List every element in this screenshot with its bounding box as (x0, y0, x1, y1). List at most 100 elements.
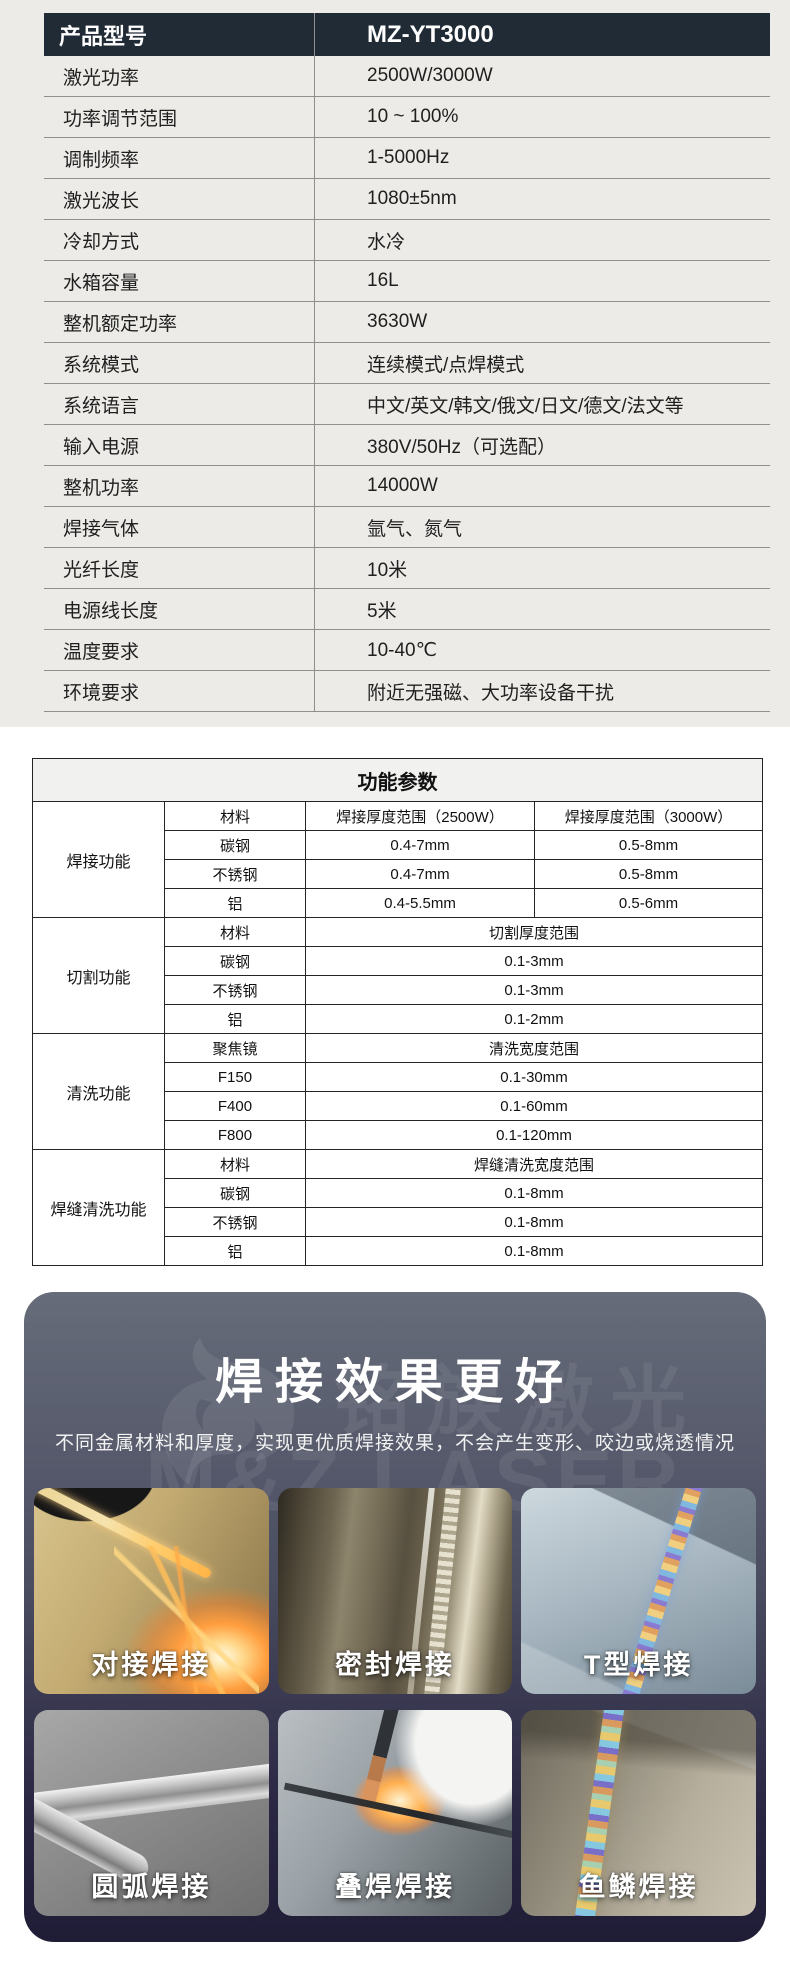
function-parameters-table: 功能参数 焊接功能 材料 焊接厚度范围（2500W） 焊接厚度范围（3000W） 碳钢… (32, 758, 763, 1266)
func-cell: F800 (164, 1120, 306, 1150)
func-cell: 不锈钢 (164, 859, 306, 889)
func-cell: 碳钢 (164, 1178, 306, 1208)
spec-label: 整机额定功率 (44, 302, 315, 342)
spec-label: 整机功率 (44, 466, 315, 506)
func-cell: 0.1-60mm (305, 1091, 763, 1121)
func-cell: 0.1-3mm (305, 946, 763, 976)
spec-value: 5米 (367, 600, 397, 622)
func-table-title: 功能参数 (32, 758, 763, 802)
spec-label: 温度要求 (44, 630, 315, 670)
spec-label: 电源线长度 (44, 589, 315, 629)
spec-value: 14000W (367, 475, 438, 496)
func-title-row: 功能参数 (32, 758, 763, 802)
func-cell: F150 (164, 1062, 306, 1092)
func-row: F150 0.1-30mm (33, 1062, 763, 1092)
product-model-value: MZ-YT3000 (367, 20, 494, 48)
func-category-cutting: 切割功能 (32, 917, 165, 1034)
func-cell: 0.1-120mm (305, 1120, 763, 1150)
spec-value: 中文/英文/韩文/俄文/日文/德文/法文等 (367, 395, 684, 417)
spec-value: 附近无强磁、大功率设备干扰 (367, 682, 615, 704)
gallery-item-lap-weld: 叠焊焊接 (277, 1710, 513, 1916)
func-category-seam-cleaning: 焊缝清洗功能 (32, 1149, 165, 1266)
spec-row-temperature: 温度要求 10-40℃ (44, 630, 770, 671)
spec-label: 水箱容量 (44, 261, 315, 301)
func-category-cleaning: 清洗功能 (32, 1033, 165, 1150)
func-cell: 焊缝清洗宽度范围 (305, 1149, 763, 1179)
gallery-item-seal-weld: 密封焊接 (277, 1488, 513, 1694)
func-cell: 清洗宽度范围 (305, 1033, 763, 1063)
spec-table: 产品型号 MZ-YT3000 激光功率 2500W/3000W 功率调节范围 10 … (44, 13, 770, 712)
spec-label: 光纤长度 (44, 548, 315, 588)
func-cell: 碳钢 (164, 946, 306, 976)
spec-value: 16L (367, 270, 399, 291)
spec-value: 10米 (367, 559, 408, 581)
spec-label: 焊接气体 (44, 507, 315, 547)
gallery-item-arc-weld: 圆弧焊接 (34, 1710, 269, 1916)
spec-row-input-power: 输入电源 380V/50Hz（可选配） (44, 425, 770, 466)
spec-header-label: 产品型号 (44, 13, 315, 56)
photo-label: 对接焊接 (91, 1650, 212, 1680)
butt-weld-photo (34, 1488, 269, 1694)
func-cell: 切割厚度范围 (305, 917, 763, 947)
func-cell: 焊接厚度范围（3000W） (534, 801, 763, 831)
func-row: 铝 0.1-2mm (33, 1004, 763, 1034)
func-category-welding: 焊接功能 (32, 801, 165, 918)
spec-label: 输入电源 (44, 425, 315, 465)
func-cell: 0.1-8mm (305, 1207, 763, 1237)
func-cell: 0.5-8mm (534, 830, 763, 860)
weld-gallery: 对接焊接 密封焊接 T型焊接 圆弧焊接 叠焊焊接 鱼鳞焊接 (34, 1488, 756, 1916)
photo-label: 鱼鳞焊接 (578, 1872, 699, 1902)
spec-header-row: 产品型号 MZ-YT3000 (44, 13, 770, 56)
hero-title: 焊接效果更好 (214, 1356, 575, 1409)
spec-value: 3630W (367, 311, 428, 332)
func-row: 不锈钢 0.1-8mm (33, 1207, 763, 1237)
func-cell: 材料 (164, 801, 306, 831)
function-parameters-section: 功能参数 焊接功能 材料 焊接厚度范围（2500W） 焊接厚度范围（3000W） 碳钢… (0, 727, 790, 1266)
fishscale-weld-photo (521, 1710, 756, 1916)
spec-label: 系统模式 (44, 343, 315, 383)
gallery-item-fishscale-weld: 鱼鳞焊接 (521, 1710, 756, 1916)
spec-value: 380V/50Hz（可选配） (367, 436, 557, 458)
func-cell: 铝 (164, 1004, 306, 1034)
func-cell: 0.1-30mm (305, 1062, 763, 1092)
func-cell: 碳钢 (164, 830, 306, 860)
spec-row-cord-length: 电源线长度 5米 (44, 589, 770, 630)
func-cell: 铝 (164, 1236, 306, 1266)
func-cell: 材料 (164, 917, 306, 947)
func-row: 切割功能 材料 切割厚度范围 (32, 917, 763, 1034)
func-cell: 不锈钢 (164, 1207, 306, 1237)
spec-value: 1080±5nm (367, 188, 457, 209)
t-weld-photo (521, 1488, 756, 1694)
brand-watermark-cn: 铭族激光 (334, 1360, 702, 1445)
func-row: 碳钢 0.1-3mm (33, 946, 763, 976)
spec-value: 水冷 (367, 231, 406, 253)
spec-label: 环境要求 (44, 671, 315, 711)
func-row: F800 0.1-120mm (33, 1120, 763, 1150)
func-cell: F400 (164, 1091, 306, 1121)
func-row: 不锈钢 0.4-7mm 0.5-8mm (33, 859, 763, 889)
hero-subtitle: 不同金属材料和厚度，实现更优质焊接效果，不会产生变形、咬边或烧透情况 (54, 1433, 735, 1454)
spec-row-wavelength: 激光波长 1080±5nm (44, 179, 770, 220)
photo-label: T型焊接 (583, 1650, 694, 1680)
photo-label: 叠焊焊接 (334, 1872, 455, 1902)
func-cell: 聚焦镜 (164, 1033, 306, 1063)
func-cell: 0.1-2mm (305, 1004, 763, 1034)
func-cell: 0.1-8mm (305, 1236, 763, 1266)
func-row: 铝 0.4-5.5mm 0.5-6mm (33, 888, 763, 918)
spec-row-tank-capacity: 水箱容量 16L (44, 261, 770, 302)
spec-row-system-mode: 系统模式 连续模式/点焊模式 (44, 343, 770, 384)
spec-row-fiber-length: 光纤长度 10米 (44, 548, 770, 589)
spec-label: 系统语言 (44, 384, 315, 424)
spec-section: 产品型号 MZ-YT3000 激光功率 2500W/3000W 功率调节范围 10 … (0, 0, 790, 727)
hero-panel: 铭族激光 M&Z LASER 焊接效果更好 不同金属材料和厚度，实现更优质焊接效… (24, 1292, 766, 1942)
spec-row-cooling: 冷却方式 水冷 (44, 220, 770, 261)
func-row: 不锈钢 0.1-3mm (33, 975, 763, 1005)
func-row: 焊缝清洗功能 材料 焊缝清洗宽度范围 (32, 1149, 763, 1266)
spec-row-laser-power: 激光功率 2500W/3000W (44, 56, 770, 97)
spec-row-welding-gas: 焊接气体 氩气、氮气 (44, 507, 770, 548)
func-cell: 0.4-5.5mm (305, 888, 535, 918)
spec-label: 调制频率 (44, 138, 315, 178)
spec-value: 氩气、氮气 (367, 518, 463, 540)
func-row: 碳钢 0.4-7mm 0.5-8mm (33, 830, 763, 860)
spec-value: 1-5000Hz (367, 147, 450, 168)
